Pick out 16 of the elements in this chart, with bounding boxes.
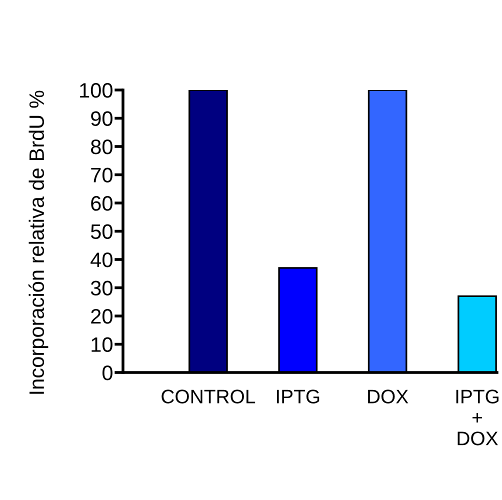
y-tick-label: 60 [91, 196, 112, 211]
y-axis-title: Incorporación relativa de BrdU % [28, 90, 48, 394]
y-tick-label: 80 [91, 140, 112, 154]
y-tick-label: 10 [92, 337, 112, 352]
y-tick-label: 20 [91, 309, 112, 324]
y-tick-label: 90 [91, 111, 112, 126]
x-tick-label: DOX [368, 390, 408, 404]
y-tick-label: 30 [90, 280, 112, 296]
y-tick-label: 100 [80, 83, 112, 98]
y-tick-label: 0 [102, 366, 112, 380]
y-tick-label: 40 [90, 252, 112, 268]
y-tick-label: 50 [90, 224, 112, 240]
x-tick-label: IPTG [276, 390, 320, 404]
x-tick-label: CONTROL [162, 390, 256, 404]
x-tick-label: IPTG + DOX [456, 390, 498, 446]
y-tick-label: 70 [91, 168, 112, 183]
